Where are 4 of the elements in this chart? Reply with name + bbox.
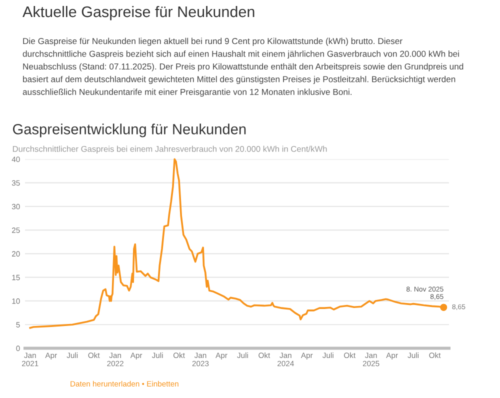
chart-title: Gaspreisentwicklung für Neukunden	[13, 124, 246, 138]
text: Aktuelle Gaspreise für Neukunden	[22, 6, 254, 20]
chart-subtitle: Durchschnittlicher Gaspreis bei einem Jahresverbrauch von 20.000 kWh in Cent/kWh	[12, 146, 327, 154]
text: Die Gaspreise für Neukunden liegen aktuell bei rund 9 Cent pro Kilowattstunde (kWh) brutto. Dieser durchschnittliche Gaspreis bezieht sich auf einen Haushalt mit einem jährlichen Gasverbrauch von 20.000 kWh bei Neuabschluss (Stand: 07.11.2025). Der Preis pro Kilowattstunde enthält den Arbeitspreis sowie den Grundpreis und basiert auf dem deutschlandweit gewichteten Mittel des günstigsten Preises je Postleitzahl. Berücksichtigt werden ausschließlich Neukundentarife mit einer Preisgarantie von 12 Monaten inklusive Boni.	[22, 38, 464, 97]
